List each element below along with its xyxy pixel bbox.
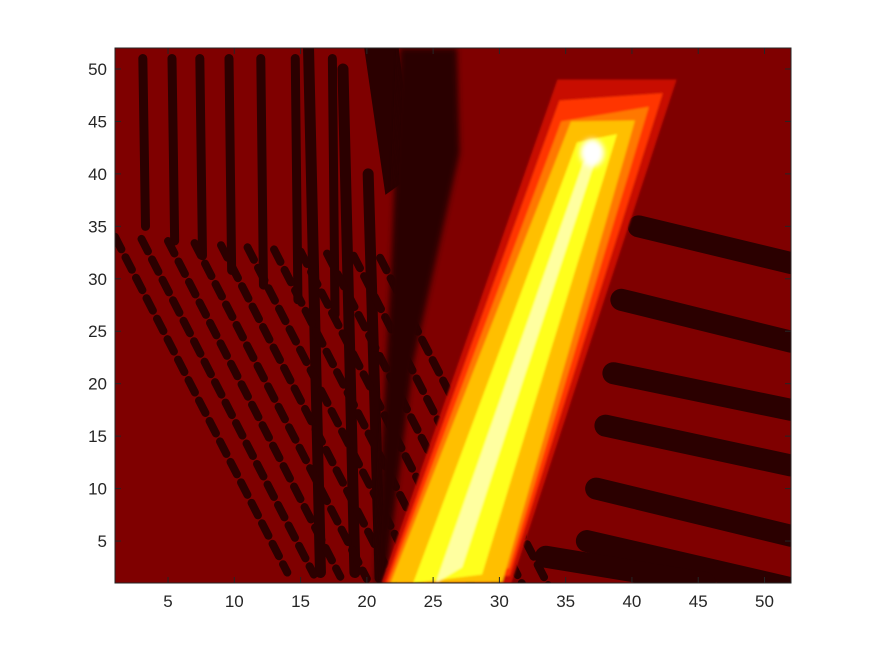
y-tick-label: 25 — [88, 322, 107, 341]
x-tick-label: 40 — [622, 592, 641, 611]
y-axis-ticks: 5 10 15 20 25 30 35 40 45 50 — [88, 60, 791, 551]
inclined-bar — [575, 530, 791, 583]
x-tick-label: 50 — [755, 592, 774, 611]
x-tick-label: 25 — [424, 592, 443, 611]
vertical-stripe — [362, 168, 386, 583]
y-tick-label: 10 — [88, 480, 107, 499]
y-tick-label: 40 — [88, 165, 107, 184]
y-tick-label: 5 — [98, 532, 107, 551]
vertical-stripe — [138, 53, 150, 231]
diagonal-stripe — [190, 239, 371, 583]
vertical-stripe — [195, 53, 207, 261]
diagonal-stripe — [217, 241, 398, 583]
inclined-bar — [602, 362, 791, 421]
inclined-bar — [594, 414, 791, 477]
diagonal-stripe — [115, 232, 292, 577]
x-tick-label: 10 — [225, 592, 244, 611]
inclined-bar — [610, 288, 791, 353]
x-tick-label: 20 — [357, 592, 376, 611]
y-tick-label: 15 — [88, 427, 107, 446]
diagonal-stripe — [164, 237, 345, 581]
vertical-stripe — [303, 48, 326, 579]
x-tick-label: 30 — [490, 592, 509, 611]
vertical-stripe — [256, 53, 268, 290]
x-tick-label: 15 — [291, 592, 310, 611]
inclined-bar — [534, 545, 716, 583]
vertical-stripe — [290, 53, 303, 305]
y-tick-label: 35 — [88, 217, 107, 236]
x-tick-label: 45 — [689, 592, 708, 611]
diagonal-stripe — [137, 234, 318, 579]
plot-area — [115, 48, 791, 583]
axes-box — [114, 47, 792, 584]
x-axis-ticks: 5 10 15 20 25 30 35 40 45 50 — [163, 48, 774, 611]
beam-peak — [580, 138, 605, 167]
vertical-stripe — [167, 53, 180, 246]
x-tick-label: 35 — [556, 592, 575, 611]
inclined-bar — [627, 215, 791, 275]
vertical-stripe — [337, 63, 361, 579]
x-tick-label: 5 — [163, 592, 172, 611]
bright-beam-contours — [381, 79, 677, 583]
inclined-bar — [585, 477, 791, 547]
y-tick-label: 50 — [88, 60, 107, 79]
beam-contour-band — [435, 147, 600, 583]
y-tick-label: 20 — [88, 375, 107, 394]
y-tick-label: 45 — [88, 112, 107, 131]
left-interference-stripes — [115, 48, 552, 583]
right-interference-stripes — [534, 215, 791, 583]
y-tick-label: 30 — [88, 270, 107, 289]
vertical-stripe — [224, 53, 237, 275]
dark-wedge — [374, 48, 460, 583]
